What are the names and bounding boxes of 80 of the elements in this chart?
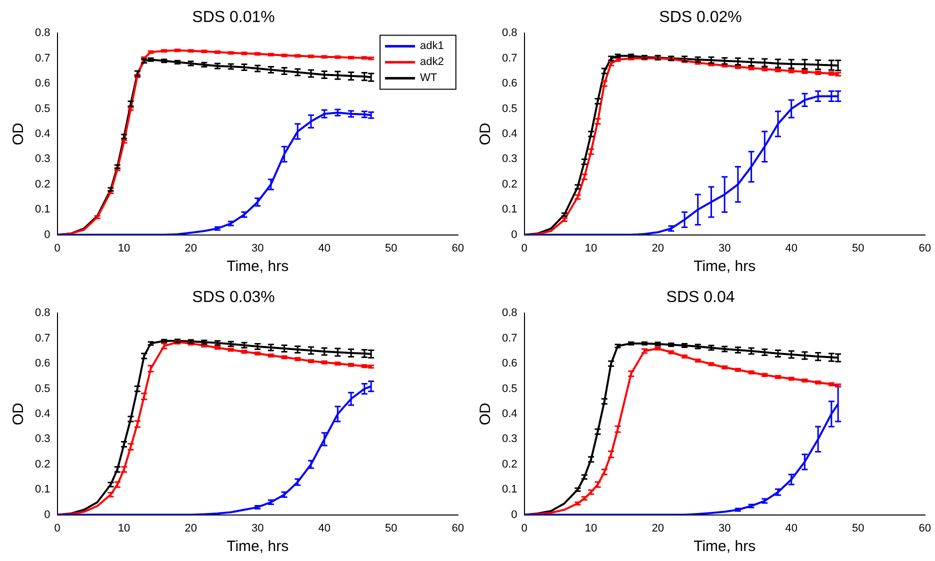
chart-title: SDS 0.04 (666, 289, 735, 306)
y-tick-label: 0.3 (34, 153, 50, 166)
point (607, 56, 615, 62)
x-tick-label: 20 (652, 242, 664, 254)
x-tick-label: 50 (384, 522, 398, 534)
x-axis-title: Time, hrs (694, 538, 756, 556)
x-tick-label: 0 (521, 522, 528, 534)
x-tick-label: 0 (54, 242, 60, 254)
y-axis-title: OD (477, 122, 494, 146)
x-tick-label: 60 (452, 522, 464, 534)
x-tick-label: 30 (251, 242, 264, 254)
y-tick-label: 0.5 (502, 382, 518, 395)
x-tick-label: 0 (521, 242, 528, 254)
x-tick-label: 40 (785, 242, 798, 254)
y-tick-label: 0.2 (502, 458, 518, 470)
x-tick-label: 20 (184, 522, 197, 534)
y-tick-label: 0.8 (502, 27, 518, 40)
x-tick-label: 30 (718, 242, 731, 254)
x-tick-label: 60 (918, 522, 932, 534)
y-tick-label: 0.7 (502, 332, 518, 344)
y-tick-label: 0.7 (502, 52, 518, 64)
y-tick-label: 0.2 (502, 178, 518, 190)
x-axis-title: Time, hrs (694, 258, 756, 276)
x-tick-label: 30 (251, 522, 264, 534)
y-tick-label: 0.4 (34, 128, 50, 140)
y-tick-label: 0.3 (502, 153, 518, 166)
x-tick-label: 10 (118, 242, 130, 254)
y-tick-label: 0 (511, 228, 518, 241)
chart-title: SDS 0.02% (659, 9, 742, 26)
y-tick-label: 0.2 (34, 458, 50, 470)
y-tick-label: 0 (44, 228, 50, 241)
y-tick-label: 0.6 (502, 78, 518, 90)
y-tick-label: 0.6 (502, 358, 518, 370)
x-tick-label: 40 (318, 242, 330, 254)
x-tick-label: 30 (718, 522, 731, 534)
x-tick-label: 60 (918, 242, 932, 254)
y-tick-label: 0.8 (34, 27, 50, 40)
y-tick-label: 0.5 (34, 382, 50, 395)
y-tick-label: 0.8 (34, 307, 50, 320)
legend-label: adk2 (420, 56, 444, 68)
y-tick-label: 0.6 (34, 358, 50, 370)
x-axis-title: Time, hrs (226, 258, 289, 276)
y-tick-label: 0.5 (502, 102, 518, 115)
x-tick-label: 10 (118, 522, 130, 534)
chart-title: SDS 0.03% (192, 289, 275, 306)
x-tick-label: 50 (384, 242, 398, 254)
x-tick-label: 40 (785, 522, 798, 534)
x-tick-label: 20 (184, 242, 197, 254)
x-tick-label: 20 (652, 522, 664, 534)
legend-label: WT (420, 72, 438, 84)
x-tick-label: 10 (584, 522, 598, 534)
y-tick-label: 0.8 (502, 307, 518, 320)
x-tick-label: 50 (852, 242, 864, 254)
x-tick-label: 0 (54, 522, 60, 534)
y-tick-label: 0.1 (502, 484, 518, 496)
y-tick-label: 0.7 (34, 332, 50, 344)
x-tick-label: 40 (318, 522, 330, 534)
y-tick-label: 0.1 (34, 484, 50, 496)
y-tick-label: 0.3 (502, 433, 518, 446)
y-tick-label: 0 (44, 508, 50, 521)
y-tick-label: 0.3 (34, 433, 50, 446)
y-tick-label: 0.1 (502, 204, 518, 216)
x-axis-title: Time, hrs (226, 538, 289, 556)
y-tick-label: 0.5 (34, 102, 50, 115)
y-axis-title: OD (10, 402, 28, 426)
x-tick-label: 10 (584, 242, 598, 254)
y-tick-label: 0.1 (34, 204, 50, 216)
legend-label: adk1 (420, 40, 444, 52)
y-tick-label: 0.4 (502, 128, 518, 140)
y-axis-title: OD (10, 122, 28, 146)
x-tick-label: 60 (452, 242, 464, 254)
x-tick-label: 50 (852, 522, 864, 534)
y-tick-label: 0.7 (34, 52, 50, 64)
y-tick-label: 0.4 (34, 408, 50, 420)
y-tick-label: 0.6 (34, 78, 50, 90)
chart-title: SDS 0.01% (192, 9, 275, 26)
y-tick-label: 0.2 (34, 178, 50, 190)
y-tick-label: 0 (511, 508, 518, 521)
y-axis-title: OD (477, 402, 494, 426)
y-tick-label: 0.4 (502, 408, 518, 420)
